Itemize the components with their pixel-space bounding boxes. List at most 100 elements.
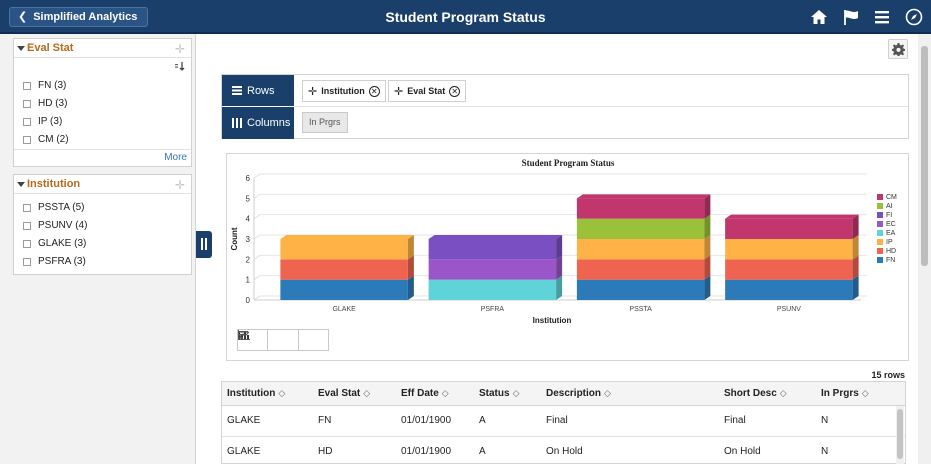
flag-icon[interactable] xyxy=(842,8,860,26)
cell: A xyxy=(479,446,486,457)
menu-icon[interactable] xyxy=(873,8,891,26)
y-tick-label: 0 xyxy=(246,296,251,305)
facet-institution: Institution ✛ PSSTA (5) PSUNV (4) GLAKE … xyxy=(13,174,192,275)
page-scrollbar[interactable] xyxy=(918,34,931,464)
facet-item-cm[interactable]: CM (2) xyxy=(23,134,69,145)
bar-side xyxy=(852,214,859,239)
checkbox[interactable] xyxy=(23,135,31,144)
gridline-depth xyxy=(253,254,261,260)
gear-icon xyxy=(892,43,905,56)
facet-item-label: PSUNV (4) xyxy=(38,220,88,231)
collapse-panel-button[interactable] xyxy=(196,231,212,258)
facet-item-ip[interactable]: IP (3) xyxy=(23,116,62,127)
remove-icon[interactable]: ✕ xyxy=(449,85,461,97)
cell: HD xyxy=(318,446,333,457)
table-row[interactable]: GLAKE HD 01/01/1900 A On Hold On Hold N xyxy=(222,437,905,463)
bar-side xyxy=(852,235,859,260)
column-header-institution[interactable]: Institution ◇ xyxy=(227,388,286,399)
remove-icon[interactable]: ✕ xyxy=(368,85,380,97)
column-header-short-desc[interactable]: Short Desc ◇ xyxy=(724,388,787,399)
bar-segment-hd-psunv xyxy=(725,259,853,280)
scrollbar-thumb[interactable] xyxy=(921,46,928,266)
y-tick-label: 4 xyxy=(246,215,251,224)
facet-item-pssta[interactable]: PSSTA (5) xyxy=(23,202,85,213)
legend-swatch-fn xyxy=(877,257,883,263)
bar-segment-ai-pssta xyxy=(576,218,705,239)
y-tick-label: 3 xyxy=(246,235,251,244)
settings-button[interactable] xyxy=(888,39,908,59)
back-button[interactable]: ❮ Simplified Analytics xyxy=(9,7,149,27)
bar-segment-ec-psfra xyxy=(428,259,557,280)
x-axis-label: Institution xyxy=(533,316,572,325)
move-icon[interactable]: ✛ xyxy=(174,42,185,56)
move-icon[interactable]: ✛ xyxy=(174,178,185,192)
facet-item-psunv[interactable]: PSUNV (4) xyxy=(23,220,87,231)
grid-header: Institution ◇ Eval Stat ◇ Eff Date ◇ Status… xyxy=(222,382,905,406)
bar-segment-ip-glake xyxy=(280,239,408,260)
facet-item-glake[interactable]: GLAKE (3) xyxy=(23,238,86,249)
bar-side xyxy=(407,255,414,280)
column-header-status[interactable]: Status ◇ xyxy=(479,388,520,399)
pivot-chip-in-prgrs[interactable]: In Prgrs xyxy=(302,112,348,133)
legend-label: HD xyxy=(886,248,896,255)
table-row[interactable]: GLAKE FN 01/01/1900 A Final Final N xyxy=(222,406,905,437)
column-header-description[interactable]: Description ◇ xyxy=(546,388,611,399)
facet-header[interactable]: Institution ✛ xyxy=(14,175,191,194)
rows-label: Rows xyxy=(247,84,275,97)
facet-header[interactable]: Eval Stat ✛ xyxy=(14,39,191,58)
legend-label: AI xyxy=(886,203,893,210)
back-button-label: Simplified Analytics xyxy=(33,11,138,23)
checkbox[interactable] xyxy=(23,99,31,108)
row-count: 15 rows xyxy=(871,370,905,380)
y-tick-label: 2 xyxy=(246,255,251,264)
bar-side xyxy=(704,214,711,239)
bar-segment-ip-pssta xyxy=(576,239,705,260)
legend-label: CM xyxy=(886,194,897,201)
x-tick-label: PSSTA xyxy=(629,306,652,313)
checkbox[interactable] xyxy=(23,257,31,266)
column-header-in-prgrs[interactable]: In Prgrs ◇ xyxy=(821,388,869,399)
y-tick-label: 6 xyxy=(246,174,251,183)
home-icon[interactable] xyxy=(810,8,828,26)
line-chart-button[interactable] xyxy=(238,330,299,350)
legend-swatch-fi xyxy=(877,212,883,218)
horizontal-bar-button[interactable] xyxy=(238,330,328,350)
pivot-panel: Rows Columns ✛ Institution ✕ ✛ Eval Stat… xyxy=(221,74,909,139)
column-header-eff-date[interactable]: Eff Date ◇ xyxy=(401,388,449,399)
facet-item-psfra[interactable]: PSFRA (3) xyxy=(23,256,86,267)
pivot-chip-institution[interactable]: ✛ Institution ✕ xyxy=(302,80,386,102)
legend-swatch-hd xyxy=(877,248,883,254)
stacked-bar-chart: Student Program Status Count Institution… xyxy=(230,158,897,325)
checkbox[interactable] xyxy=(23,221,31,230)
checkbox[interactable] xyxy=(23,203,31,212)
checkbox[interactable] xyxy=(23,81,31,90)
x-tick-label: PSFRA xyxy=(481,306,505,313)
sort-icon: ◇ xyxy=(861,388,869,398)
cell: N xyxy=(821,415,829,426)
cell: On Hold xyxy=(724,446,761,457)
grid-scrollbar[interactable] xyxy=(896,406,904,464)
cell: A xyxy=(479,415,486,426)
checkbox[interactable] xyxy=(23,117,31,126)
sort-icon: ◇ xyxy=(779,388,787,398)
pivot-chip-eval-stat[interactable]: ✛ Eval Stat ✕ xyxy=(388,80,467,102)
column-header-eval-stat[interactable]: Eval Stat ◇ xyxy=(318,388,371,399)
chart-panel: Student Program Status Count Institution… xyxy=(226,153,909,361)
x-tick-label: GLAKE xyxy=(332,306,356,313)
y-tick-label: 1 xyxy=(246,276,251,285)
bar-segment-fn-psunv xyxy=(725,279,853,300)
facet-item-label: FN (3) xyxy=(38,80,67,91)
facet-item-fn[interactable]: FN (3) xyxy=(23,80,66,91)
sort-icon[interactable] xyxy=(175,61,185,71)
gridline-depth xyxy=(253,193,261,199)
sort-icon: ◇ xyxy=(604,388,611,398)
cell: 01/01/1900 xyxy=(401,446,452,457)
facet-item-hd[interactable]: HD (3) xyxy=(23,98,67,109)
checkbox[interactable] xyxy=(23,239,31,248)
more-link[interactable]: More xyxy=(164,152,187,163)
bar-side xyxy=(407,275,414,300)
columns-icon xyxy=(232,118,242,128)
compass-icon[interactable] xyxy=(905,8,923,26)
gridline-depth xyxy=(253,275,261,281)
facet-item-label: IP (3) xyxy=(38,116,63,127)
